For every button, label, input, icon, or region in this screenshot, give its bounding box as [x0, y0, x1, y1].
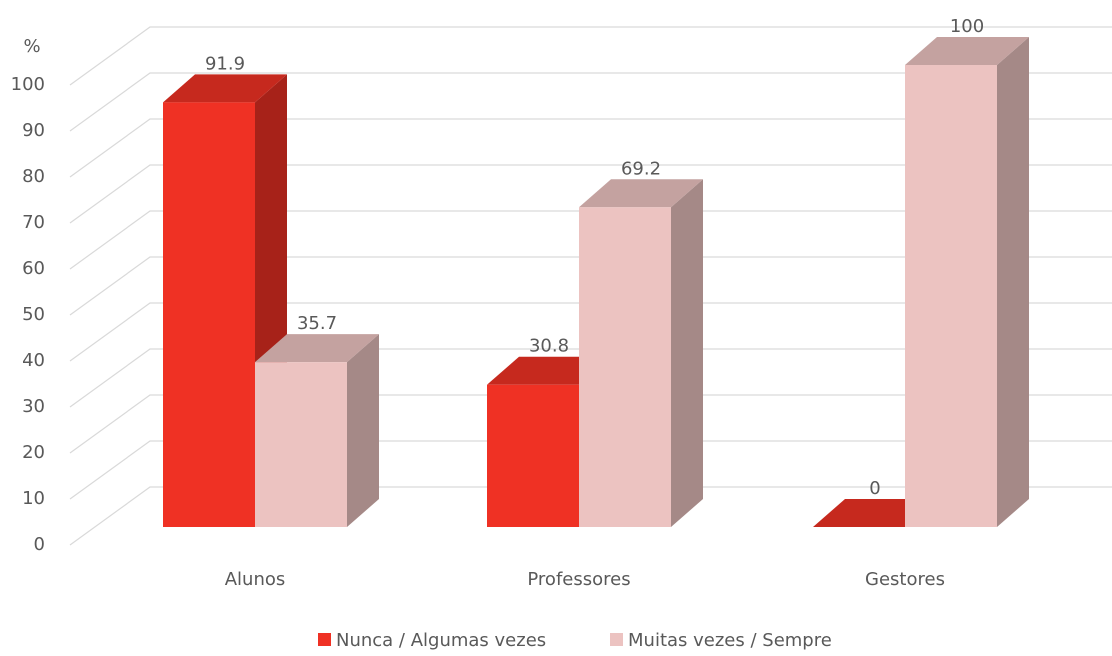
- bar-top: [163, 74, 287, 103]
- grid-line: [69, 256, 1112, 316]
- bar-front: [255, 362, 347, 527]
- y-tick-label: 70: [22, 212, 45, 233]
- x-tick-label: Gestores: [865, 569, 945, 590]
- bar-front: [163, 102, 255, 527]
- data-label: 100: [950, 16, 984, 37]
- bar-front: [905, 65, 997, 527]
- grid-line: [69, 72, 1112, 132]
- bar-side: [347, 334, 379, 527]
- bar: [905, 37, 1029, 527]
- grid-line: [69, 302, 1112, 362]
- data-label: 35.7: [297, 313, 337, 334]
- grid-line: [69, 394, 1112, 454]
- y-tick-label: 80: [22, 166, 45, 187]
- data-label: 30.8: [529, 336, 569, 357]
- bar: [579, 179, 703, 527]
- grid-line: [69, 210, 1112, 270]
- bar-top: [579, 179, 703, 208]
- y-tick-label: 40: [22, 350, 45, 371]
- data-label: 69.2: [621, 158, 661, 179]
- y-tick-label: 90: [22, 120, 45, 141]
- y-tick-label: 30: [22, 396, 45, 417]
- legend-swatch: [610, 633, 623, 646]
- legend-label: Muitas vezes / Sempre: [628, 630, 832, 651]
- grid-line: [69, 164, 1112, 224]
- grid-line: [69, 26, 1112, 86]
- bar: [255, 334, 379, 527]
- y-tick-label: 0: [34, 534, 45, 555]
- x-tick-label: Alunos: [225, 569, 286, 590]
- grid-line: [69, 440, 1112, 500]
- grid-line: [69, 118, 1112, 178]
- grid-line: [69, 486, 1112, 546]
- y-tick-label: 50: [22, 304, 45, 325]
- bar-side: [671, 179, 703, 527]
- bar-top: [905, 37, 1029, 65]
- y-tick-label: 10: [22, 488, 45, 509]
- bar-top: [255, 334, 379, 363]
- legend-swatch: [318, 633, 331, 646]
- x-tick-label: Professores: [527, 569, 630, 590]
- grid-line: [69, 348, 1112, 408]
- y-tick-label: 100: [11, 74, 45, 95]
- legend-label: Nunca / Algumas vezes: [336, 630, 546, 651]
- data-label: 0: [869, 478, 880, 499]
- bar-front: [487, 384, 579, 527]
- data-label: 91.9: [205, 53, 245, 74]
- y-tick-label: 20: [22, 442, 45, 463]
- bar-front: [579, 207, 671, 527]
- y-axis-label: %: [23, 36, 40, 57]
- bar-side: [997, 37, 1029, 527]
- y-tick-label: 60: [22, 258, 45, 279]
